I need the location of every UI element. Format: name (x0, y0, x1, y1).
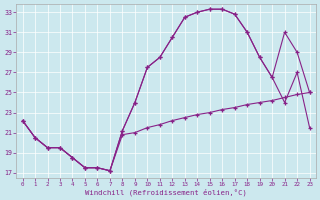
X-axis label: Windchill (Refroidissement éolien,°C): Windchill (Refroidissement éolien,°C) (85, 188, 247, 196)
